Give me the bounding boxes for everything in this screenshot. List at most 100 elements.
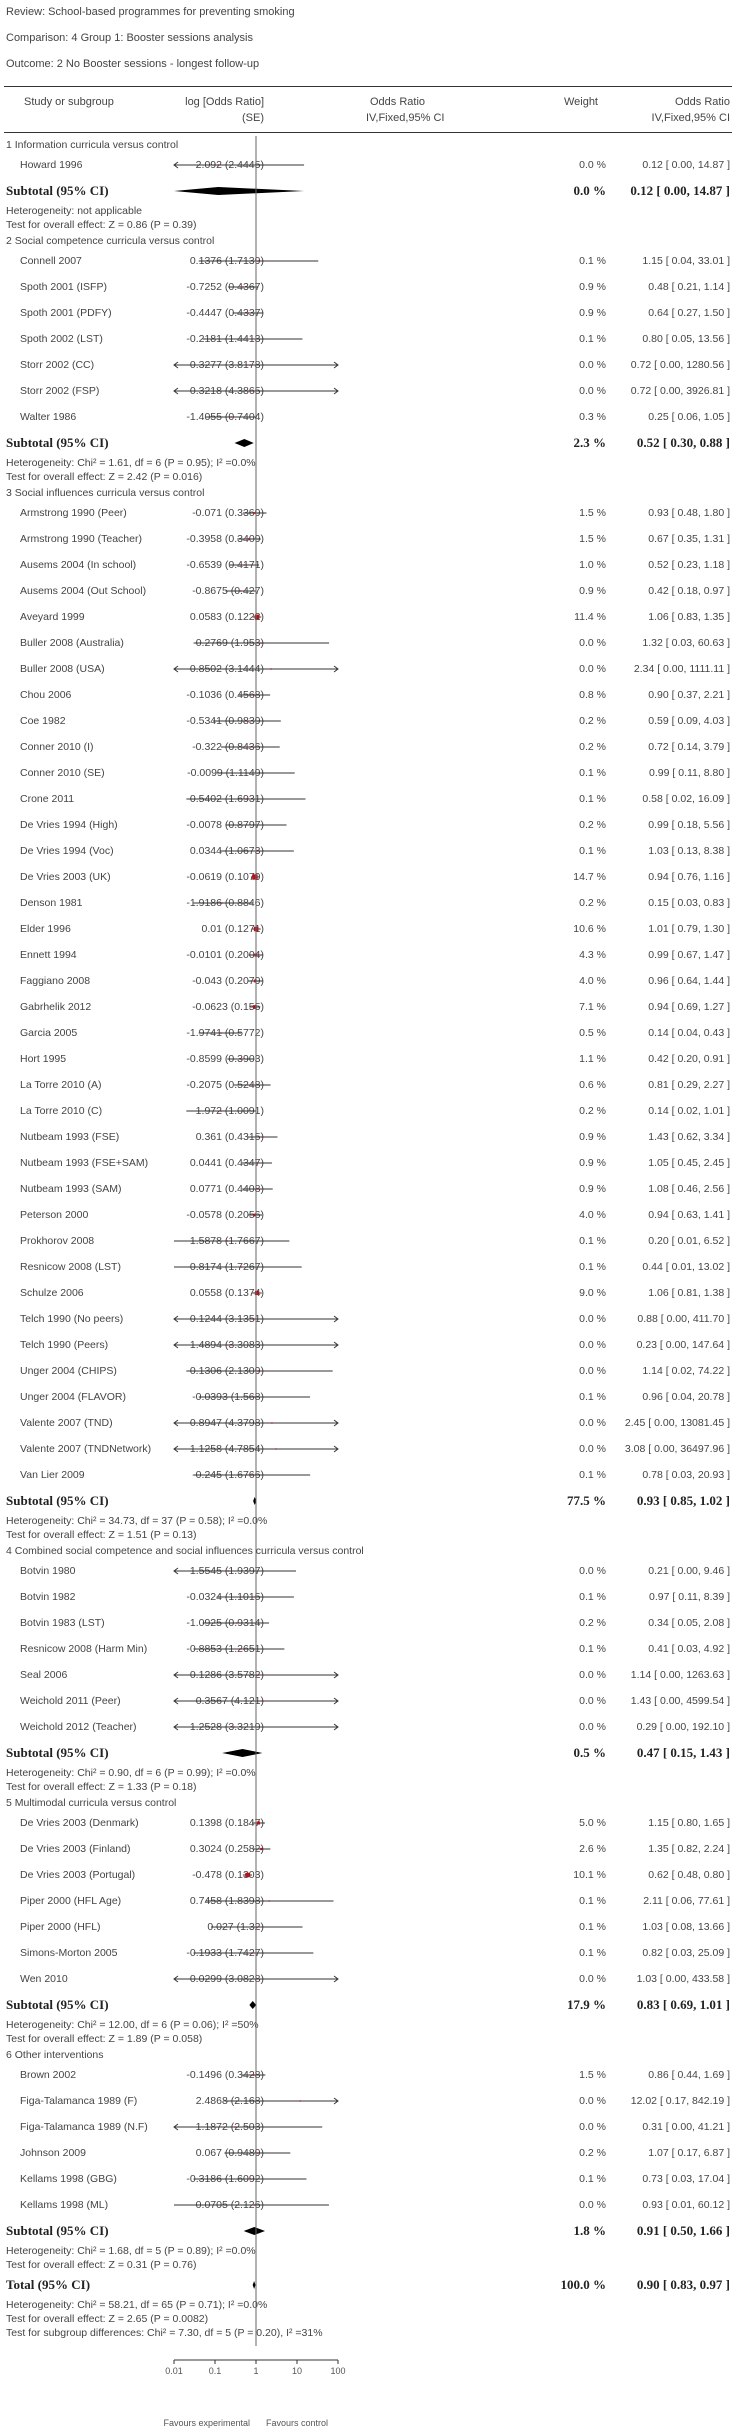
or-ci-value: 0.48 [ 0.21, 1.14 ] — [648, 281, 730, 293]
or-ci-value: 0.34 [ 0.05, 2.08 ] — [648, 1617, 730, 1629]
or-ci-value: 0.83 [ 0.69, 1.01 ] — [636, 1997, 730, 2012]
weight-value: 0.9 % — [579, 585, 606, 597]
x-tick-label: 100 — [330, 2366, 346, 2376]
log-or-se: -1.5545 (1.9397) — [186, 1565, 264, 1577]
weight-value: 1.5 % — [579, 507, 606, 519]
or-ci-value: 0.94 [ 0.76, 1.16 ] — [648, 871, 730, 883]
study-row: Ennett 1994 -0.0101 (0.2004) 4.3 % 0.99 [ 0… — [0, 942, 736, 968]
or-ci-value: 0.15 [ 0.03, 0.83 ] — [648, 897, 730, 909]
or-ci-value: 1.32 [ 0.03, 60.63 ] — [642, 637, 730, 649]
study-row: Prokhorov 2008 -1.5878 (1.7667) 0.1 % 0.20 … — [0, 1228, 736, 1254]
log-or-se: 2.4868 (2.168) — [195, 2095, 264, 2107]
stat-note: Heterogeneity: Chi² = 1.61, df = 6 (P = … — [6, 457, 256, 469]
log-or-se: 0.1306 (2.1309) — [189, 1365, 264, 1377]
weight-value: 0.0 % — [579, 1365, 606, 1377]
subtotal-label: Subtotal (95% CI) — [6, 435, 109, 450]
study-label: Walter 1986 — [20, 411, 77, 423]
weight-value: 0.0 % — [579, 663, 606, 675]
or-ci-value: 1.43 [ 0.62, 3.34 ] — [648, 1131, 730, 1143]
weight-value: 9.0 % — [579, 1287, 606, 1299]
study-label: Unger 2004 (CHIPS) — [20, 1365, 117, 1377]
study-row: Figa-Talamanca 1989 (F) 2.4868 (2.168) 0.0… — [0, 2088, 736, 2114]
weight-value: 0.2 % — [579, 715, 606, 727]
or-ci-value: 0.90 [ 0.83, 0.97 ] — [636, 2277, 730, 2292]
log-or-se: 0.2769 (1.953) — [195, 637, 264, 649]
weight-value: 0.1 % — [579, 2173, 606, 2185]
log-or-se: -0.4447 (0.4337) — [186, 307, 264, 319]
weight-value: 0.8 % — [579, 689, 606, 701]
weight-value: 2.6 % — [579, 1843, 606, 1855]
study-row: Piper 2000 (HFL Age) 0.7458 (1.8398) 0.1 %… — [0, 1888, 736, 1914]
comparison-line: Comparison: 4 Group 1: Booster sessions … — [6, 32, 254, 44]
or-ci-value: 0.44 [ 0.01, 13.02 ] — [642, 1261, 730, 1273]
header-or2-method: IV,Fixed,95% CI — [651, 112, 730, 124]
weight-value: 1.0 % — [579, 559, 606, 571]
weight-value: 0.1 % — [579, 1947, 606, 1959]
log-or-se: -0.0705 (2.126) — [192, 2199, 264, 2211]
log-or-se: 0.0583 (0.1222) — [189, 611, 264, 623]
weight-value: 0.1 % — [579, 1235, 606, 1247]
or-ci-value: 0.31 [ 0.00, 41.21 ] — [642, 2121, 730, 2133]
log-or-se: -0.8675 (0.427) — [192, 585, 264, 597]
study-label: De Vries 2003 (Finland) — [20, 1843, 131, 1855]
study-row: Botvin 1983 (LST) -1.0925 (0.9314) 0.2 % 0.… — [0, 1610, 736, 1636]
study-row: La Torre 2010 (C) -1.972 (1.0091) 0.2 % 0.1… — [0, 1098, 736, 1124]
study-row: Aveyard 1999 0.0583 (0.1222) 11.4 % 1.06 [ … — [0, 604, 736, 630]
weight-value: 0.0 % — [579, 1721, 606, 1733]
study-label: Crone 2011 — [20, 793, 75, 805]
or-ci-value: 0.80 [ 0.05, 13.56 ] — [642, 333, 730, 345]
log-or-se: -2.092 (2.4445) — [192, 159, 264, 171]
log-or-se: -0.3958 (0.3409) — [186, 533, 264, 545]
study-row: Spoth 2002 (LST) -0.2181 (1.4413) 0.1 % 0.8… — [0, 326, 736, 352]
group-label: 4 Combined social competence and social … — [6, 1545, 364, 1557]
log-or-se: -0.245 (1.6766) — [192, 1469, 264, 1481]
or-ci-value: 0.81 [ 0.29, 2.27 ] — [648, 1079, 730, 1091]
or-ci-value: 0.99 [ 0.18, 5.56 ] — [648, 819, 730, 831]
log-or-se: -1.9741 (0.5772) — [186, 1027, 264, 1039]
study-row: Armstrong 1990 (Peer) -0.071 (0.3369) 1.5 … — [0, 500, 736, 526]
study-label: Resnicow 2008 (Harm Min) — [20, 1643, 148, 1655]
study-label: Conner 2010 (I) — [20, 741, 94, 753]
study-row: Unger 2004 (FLAVOR) -0.0393 (1.568) 0.1 % 0… — [0, 1384, 736, 1410]
subtotal-label: Subtotal (95% CI) — [6, 1997, 109, 2012]
study-row: Storr 2002 (CC) -0.3277 (3.8178) 0.0 % 0.72… — [0, 352, 736, 378]
or-ci-value: 1.03 [ 0.08, 13.66 ] — [642, 1921, 730, 1933]
study-label: Kellams 1998 (GBG) — [20, 2173, 117, 2185]
log-or-se: 0.1398 (0.1847) — [189, 1817, 264, 1829]
study-label: Schulze 2006 — [20, 1287, 84, 1299]
weight-value: 0.1 % — [579, 1391, 606, 1403]
log-or-se: 0.01 (0.1271) — [201, 923, 264, 935]
weight-value: 2.3 % — [573, 435, 607, 450]
log-or-se: -0.043 (0.2079) — [192, 975, 264, 987]
weight-value: 0.1 % — [579, 1643, 606, 1655]
header-study: Study or subgroup — [24, 96, 114, 108]
subtotal-label: Subtotal (95% CI) — [6, 2223, 109, 2238]
weight-value: 0.1 % — [579, 1591, 606, 1603]
study-row: Nutbeam 1993 (FSE) 0.361 (0.4315) 0.9 % 1.4… — [0, 1124, 736, 1150]
or-ci-value: 1.14 [ 0.02, 74.22 ] — [642, 1365, 730, 1377]
stat-note: Test for overall effect: Z = 1.33 (P = 0… — [6, 1781, 197, 1793]
study-label: Nutbeam 1993 (FSE+SAM) — [20, 1157, 149, 1169]
study-label: Buller 2008 (USA) — [20, 663, 105, 675]
study-label: Piper 2000 (HFL) — [20, 1921, 101, 1933]
header-or-method: IV,Fixed,95% CI — [366, 112, 445, 124]
study-row: Faggiano 2008 -0.043 (0.2079) 4.0 % 0.96 [ … — [0, 968, 736, 994]
or-ci-value: 1.06 [ 0.81, 1.38 ] — [648, 1287, 730, 1299]
or-ci-value: 0.93 [ 0.48, 1.80 ] — [648, 507, 730, 519]
weight-value: 0.0 % — [579, 2095, 606, 2107]
study-label: Howard 1996 — [20, 159, 83, 171]
study-label: Ennett 1994 — [20, 949, 77, 961]
study-row: Connell 2007 0.1376 (1.7139) 0.1 % 1.15 [ 0… — [0, 248, 736, 274]
study-label: Elder 1996 — [20, 923, 71, 935]
study-label: De Vries 1994 (Voc) — [20, 845, 114, 857]
log-or-se: 0.0299 (3.0828) — [189, 1973, 264, 1985]
or-ci-value: 0.93 [ 0.01, 60.12 ] — [642, 2199, 730, 2211]
study-row: Elder 1996 0.01 (0.1271) 10.6 % 1.01 [ 0.79… — [0, 916, 736, 942]
study-label: Brown 2002 — [20, 2069, 77, 2081]
weight-value: 4.3 % — [579, 949, 606, 961]
group-heading: 6 Other interventions — [0, 2046, 736, 2072]
or-ci-value: 0.99 [ 0.11, 8.80 ] — [649, 767, 730, 779]
study-label: La Torre 2010 (C) — [20, 1105, 103, 1117]
study-label: Botvin 1980 — [20, 1565, 76, 1577]
outcome-line: Outcome: 2 No Booster sessions - longest… — [6, 58, 260, 70]
